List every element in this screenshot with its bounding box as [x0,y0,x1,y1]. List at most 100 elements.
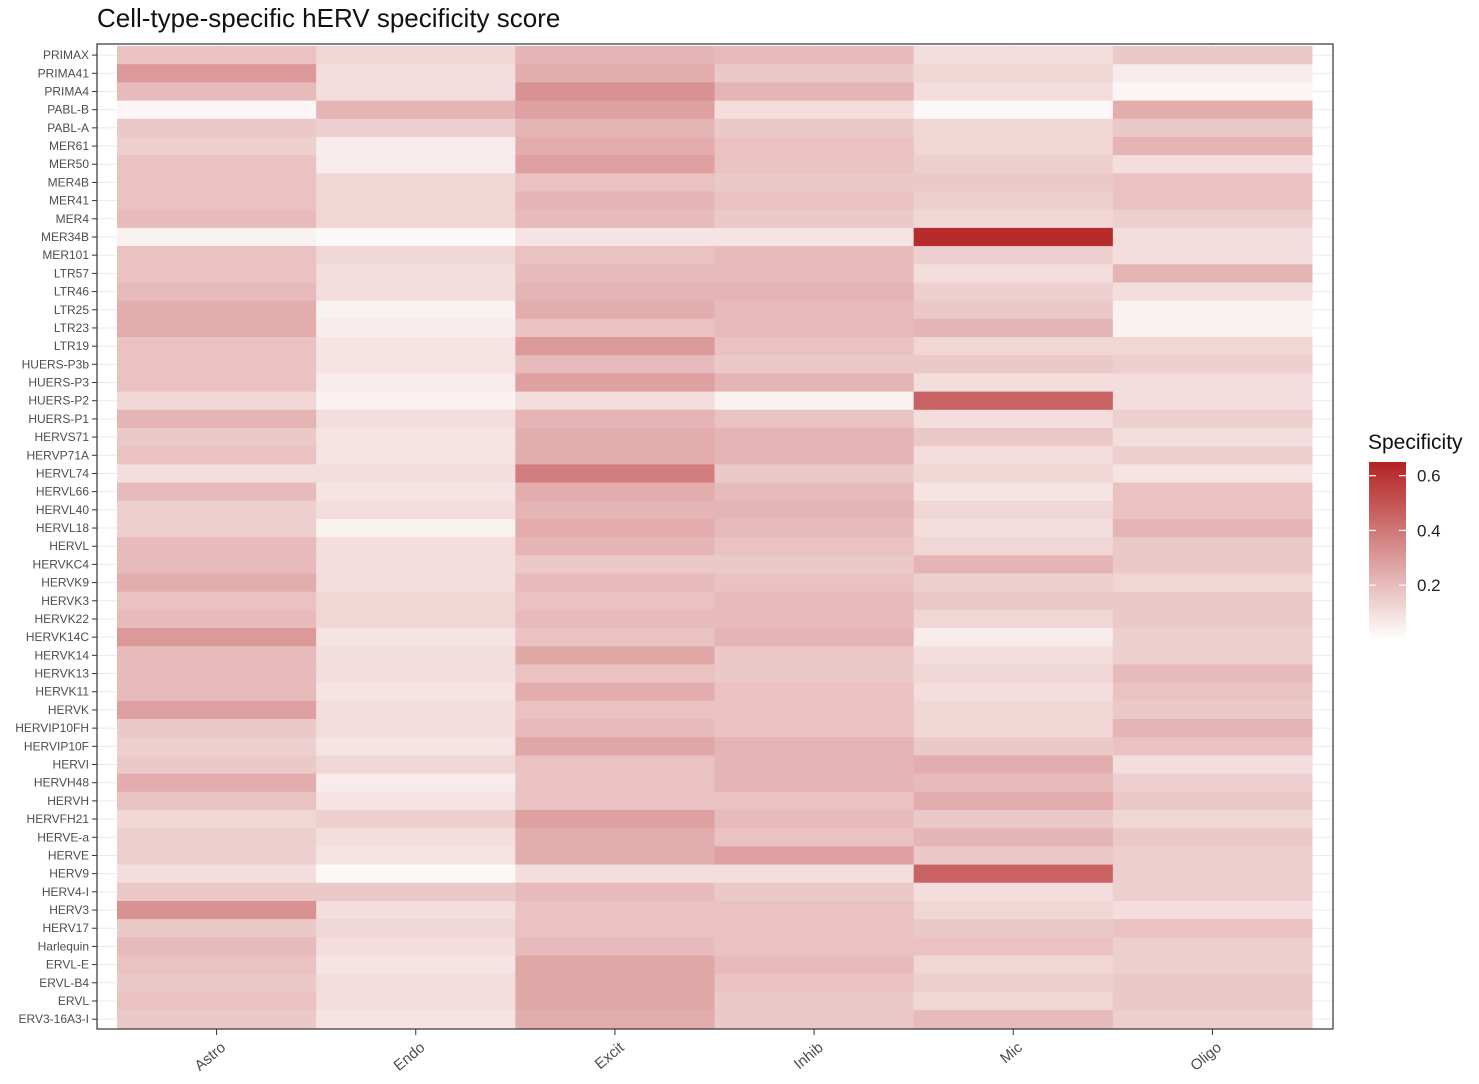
heatmap-cell-HERVKC4-Oligo [1112,555,1313,575]
heatmap-cell-MER4B-Inhib [714,173,915,193]
heatmap-cell-HERVK-Oligo [1112,700,1313,720]
heatmap-cell-HERVK3-Excit [515,591,716,611]
heatmap-cell-MER4B-Oligo [1112,173,1313,193]
heatmap-cell-HERVK9-Excit [515,573,716,593]
heatmap-cell-HERVIP10FH-Astro [117,719,317,738]
heatmap-cell-Harlequin-Mic [913,937,1114,956]
heatmap-cell-HERVFH21-Inhib [714,809,915,829]
heatmap-cell-HERV17-Inhib [714,919,915,938]
y-tick-label: HERVL [49,539,89,553]
heatmap-cell-HERVK14C-Astro [117,628,317,647]
heatmap-cell-HUERS-P3-Excit [515,373,716,393]
heatmap-cell-PRIMA4-Excit [515,82,716,102]
heatmap-cell-LTR46-Endo [316,282,516,302]
heatmap-cell-HERVK11-Oligo [1112,682,1313,702]
heatmap-cell-HERVK14-Astro [117,646,317,665]
heatmap-cell-Harlequin-Endo [316,937,516,956]
y-tick-label: HUERS-P1 [28,412,89,426]
y-tick-label: HERVK22 [35,612,90,626]
heatmap-cell-LTR23-Astro [117,318,317,338]
heatmap-cell-HERVE-a-Astro [117,828,317,847]
heatmap-cell-HERVIP10FH-Oligo [1112,719,1313,738]
heatmap-cell-HERV3-Inhib [714,900,915,920]
heatmap-cell-HERV17-Mic [913,919,1114,938]
heatmap-cell-HERVK14-Excit [515,646,716,665]
heatmap-cell-HUERS-P3-Astro [117,373,317,393]
y-tick-label: HERV17 [43,921,90,935]
heatmap-cell-HERVL40-Inhib [714,500,915,520]
heatmap-cell-MER4-Excit [515,209,716,229]
heatmap-cell-HERVK22-Excit [515,609,716,629]
heatmap-cell-HUERS-P3-Mic [913,373,1114,393]
y-tick-label: HERVK13 [35,667,90,681]
heatmap-cell-HERV17-Oligo [1112,919,1313,938]
heatmap-cell-MER34B-Inhib [714,227,915,247]
heatmap-cell-HERVL74-Mic [913,464,1114,484]
heatmap-cell-HERVK9-Endo [316,573,516,593]
heatmap-cell-ERVL-E-Astro [117,955,317,975]
heatmap-cell-ERVL-B4-Inhib [714,973,915,993]
heatmap-cell-PRIMA4-Endo [316,82,516,102]
heatmap-cell-Harlequin-Astro [117,937,317,956]
y-tick-label: HERVIP10FH [15,721,89,735]
heatmap-cell-PABL-A-Mic [913,118,1114,138]
y-tick-label: MER50 [49,157,89,171]
heatmap-cell-PRIMAX-Oligo [1112,46,1313,65]
heatmap-cell-HERVK9-Astro [117,573,317,593]
y-tick-label: HERVH48 [34,776,89,790]
heatmap-cell-HERVK3-Oligo [1112,591,1313,611]
heatmap-cell-HERVL74-Astro [117,464,317,484]
y-tick-label: HERV9 [49,867,89,881]
heatmap-cell-HERVK14-Mic [913,646,1114,665]
heatmap-cell-HERVL18-Astro [117,518,317,538]
heatmap-cell-HERVS71-Astro [117,427,317,447]
heatmap-cell-HERVL18-Excit [515,518,716,538]
heatmap-cell-HERVK-Astro [117,700,317,720]
heatmap-cell-HERVH-Mic [913,791,1114,811]
heatmap-cell-HERVFH21-Mic [913,809,1114,829]
heatmap-cell-HUERS-P1-Oligo [1112,409,1313,429]
chart-title: Cell-type-specific hERV specificity scor… [97,3,560,33]
heatmap-cell-MER101-Astro [117,246,317,265]
heatmap-cell-HERVIP10FH-Endo [316,719,516,738]
heatmap-cell-HERVL-Inhib [714,537,915,556]
heatmap-cell-HERVL-Oligo [1112,537,1313,556]
y-tick-label: ERVL-E [46,958,89,972]
heatmap-cell-HERVK11-Mic [913,682,1114,702]
heatmap-cell-ERV3-16A3-I-Astro [117,1010,317,1029]
heatmap-cell-PRIMA4-Astro [117,82,317,102]
heatmap-cell-HERVI-Endo [316,755,516,775]
heatmap-cell-HERV9-Mic [913,864,1114,884]
heatmap-cell-ERVL-Astro [117,991,317,1011]
y-tick-label: HERV3 [49,903,89,917]
heatmap-cell-HERVP71A-Inhib [714,446,915,465]
heatmap-cell-HERVK13-Oligo [1112,664,1313,684]
heatmap-cell-LTR46-Inhib [714,282,915,302]
heatmap-cell-LTR25-Astro [117,300,317,320]
heatmap-cell-HUERS-P2-Endo [316,391,516,411]
heatmap-cell-HERV9-Endo [316,864,516,884]
heatmap-cell-ERVL-B4-Excit [515,973,716,993]
x-tick-label: Mic [997,1039,1026,1067]
heatmap-cell-PRIMA4-Mic [913,82,1114,102]
heatmap-cell-ERV3-16A3-I-Oligo [1112,1010,1313,1029]
heatmap-cell-MER101-Mic [913,246,1114,265]
heatmap-cell-MER34B-Endo [316,227,516,247]
heatmap-cell-HERVS71-Oligo [1112,427,1313,447]
legend-title: Specificity [1368,431,1463,454]
heatmap-cell-HERVK14-Endo [316,646,516,665]
heatmap-cell-HERVH48-Mic [913,773,1114,793]
heatmap-cell-LTR25-Endo [316,300,516,320]
y-tick-label: LTR57 [54,266,89,280]
y-tick-label: HERVK11 [35,685,89,699]
x-tick-label: Oligo [1187,1039,1225,1075]
heatmap-cell-HERVE-Inhib [714,846,915,866]
heatmap-cell-ERVL-B4-Astro [117,973,317,993]
heatmap-cell-ERVL-E-Inhib [714,955,915,975]
y-tick-label: ERV3-16A3-I [19,1012,89,1026]
heatmap-cell-HERVK-Inhib [714,700,915,720]
heatmap-cell-HUERS-P1-Astro [117,409,317,429]
heatmap-cell-HERV3-Oligo [1112,900,1313,920]
heatmap-cell-LTR25-Inhib [714,300,915,320]
y-tick-label: HERVS71 [35,430,90,444]
